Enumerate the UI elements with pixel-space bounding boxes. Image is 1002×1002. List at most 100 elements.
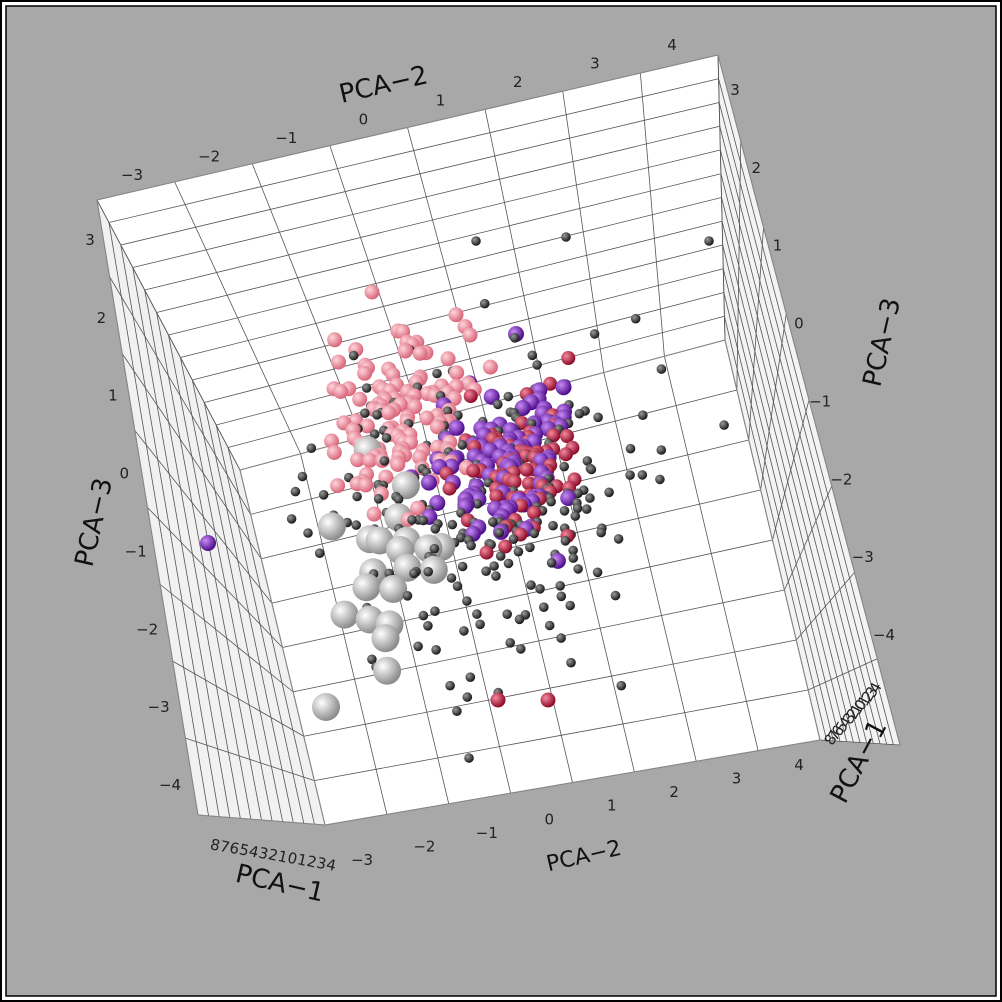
- right-depth-grid-line: [718, 102, 888, 745]
- tick-label-pca3-right: 2: [752, 159, 762, 177]
- left-depth-grid-line: [191, 379, 284, 822]
- tick-label-pca1-bottom: 4: [324, 855, 337, 875]
- data-point: [560, 429, 574, 443]
- data-point: [573, 564, 583, 574]
- data-point: [306, 443, 317, 454]
- data-point: [559, 461, 569, 472]
- data-point: [357, 365, 373, 381]
- data-point: [556, 633, 566, 643]
- tick-label-pca2-bottom: 3: [732, 770, 742, 788]
- data-point: [457, 440, 468, 450]
- data-point: [596, 527, 606, 538]
- data-point: [570, 511, 581, 521]
- tick-label-pca1-bottom: 5: [237, 840, 250, 860]
- data-point: [556, 591, 567, 602]
- data-point: [532, 360, 542, 370]
- data-point: [544, 620, 555, 631]
- tick-label-pca1-bottom: 1: [295, 850, 308, 870]
- top-depth-grid-line: [180, 220, 723, 358]
- data-point: [448, 307, 464, 323]
- right-depth-grid-line: [721, 197, 861, 743]
- data-point: [418, 515, 429, 526]
- tick-label-pca1-bottom: 2: [266, 845, 279, 865]
- data-point: [479, 298, 490, 309]
- data-point: [510, 333, 520, 343]
- data-point: [466, 540, 476, 551]
- top-depth-grid-line: [168, 197, 722, 336]
- data-point: [465, 672, 476, 682]
- data-point: [475, 619, 485, 630]
- tick-label-pca2-bottom: −1: [476, 824, 498, 842]
- data-point: [361, 383, 372, 393]
- top-depth-grid-line: [156, 173, 722, 313]
- data-point: [373, 656, 402, 685]
- data-point: [379, 456, 390, 466]
- right-depth-grid-line: [722, 268, 841, 742]
- data-point: [330, 600, 359, 629]
- right-depth-grid-line: [720, 173, 868, 744]
- data-point: [419, 555, 448, 584]
- top-depth-grid-line: [216, 292, 724, 426]
- tick-label-pca2-top: 3: [590, 55, 600, 73]
- tick-label-pca3-right: −3: [852, 548, 874, 566]
- data-point: [630, 313, 641, 324]
- data-point: [719, 420, 729, 430]
- data-point: [481, 566, 491, 576]
- tick-label-pca2-bottom: 1: [607, 797, 617, 815]
- data-point: [410, 500, 426, 516]
- data-point: [459, 626, 469, 636]
- data-point: [348, 350, 359, 361]
- data-point: [312, 693, 340, 721]
- data-point: [637, 470, 648, 480]
- data-point: [546, 558, 557, 568]
- tick-label-pca2-top: −3: [121, 166, 143, 184]
- tick-label-pca2-bottom: −3: [351, 851, 373, 869]
- tick-label-pca1-bottom: 2: [305, 852, 318, 872]
- data-point: [561, 351, 576, 365]
- tick-label-pca2-bottom: 0: [545, 810, 555, 828]
- data-point: [409, 568, 419, 579]
- data-point: [527, 350, 538, 361]
- data-point: [452, 706, 462, 716]
- data-point: [390, 457, 406, 472]
- data-point: [352, 491, 362, 502]
- data-point: [351, 520, 362, 530]
- data-point: [548, 520, 558, 531]
- data-point: [318, 490, 329, 500]
- data-point: [393, 494, 404, 505]
- tick-label-pca3-right: 1: [773, 237, 783, 255]
- data-point: [442, 481, 457, 496]
- data-point: [568, 553, 579, 563]
- tick-label-pca3-right: −4: [873, 626, 895, 644]
- data-point: [616, 680, 627, 691]
- data-point: [589, 329, 600, 339]
- data-point: [449, 365, 465, 381]
- tick-label-pca3-right: 0: [794, 315, 804, 333]
- left-depth-grid-line: [120, 244, 220, 817]
- tick-label-pca3-left: −4: [159, 776, 181, 794]
- data-point: [472, 609, 482, 619]
- data-point: [359, 418, 375, 434]
- data-point: [566, 657, 576, 668]
- tick-label-pca2-top: 1: [436, 92, 446, 110]
- tick-label-pca3-right: −2: [830, 470, 852, 488]
- data-point: [333, 384, 349, 399]
- data-point: [604, 487, 614, 498]
- data-point: [430, 524, 441, 534]
- data-point: [529, 528, 540, 539]
- tick-label-pca2-top: −2: [198, 147, 220, 165]
- data-point: [420, 474, 437, 491]
- tick-label-pca3-left: −2: [136, 620, 158, 638]
- tick-label-pca3-left: −3: [148, 698, 170, 716]
- data-point: [369, 429, 380, 439]
- tick-label-pca2-bottom: −2: [413, 837, 435, 855]
- data-point: [498, 539, 513, 554]
- right-depth-grid-line: [719, 126, 881, 744]
- data-point: [568, 545, 578, 556]
- data-point: [638, 410, 648, 421]
- tick-label-pca2-top: 2: [513, 73, 523, 91]
- data-point: [514, 614, 525, 625]
- data-point: [491, 571, 501, 581]
- data-point: [423, 566, 434, 577]
- data-point: [445, 680, 455, 691]
